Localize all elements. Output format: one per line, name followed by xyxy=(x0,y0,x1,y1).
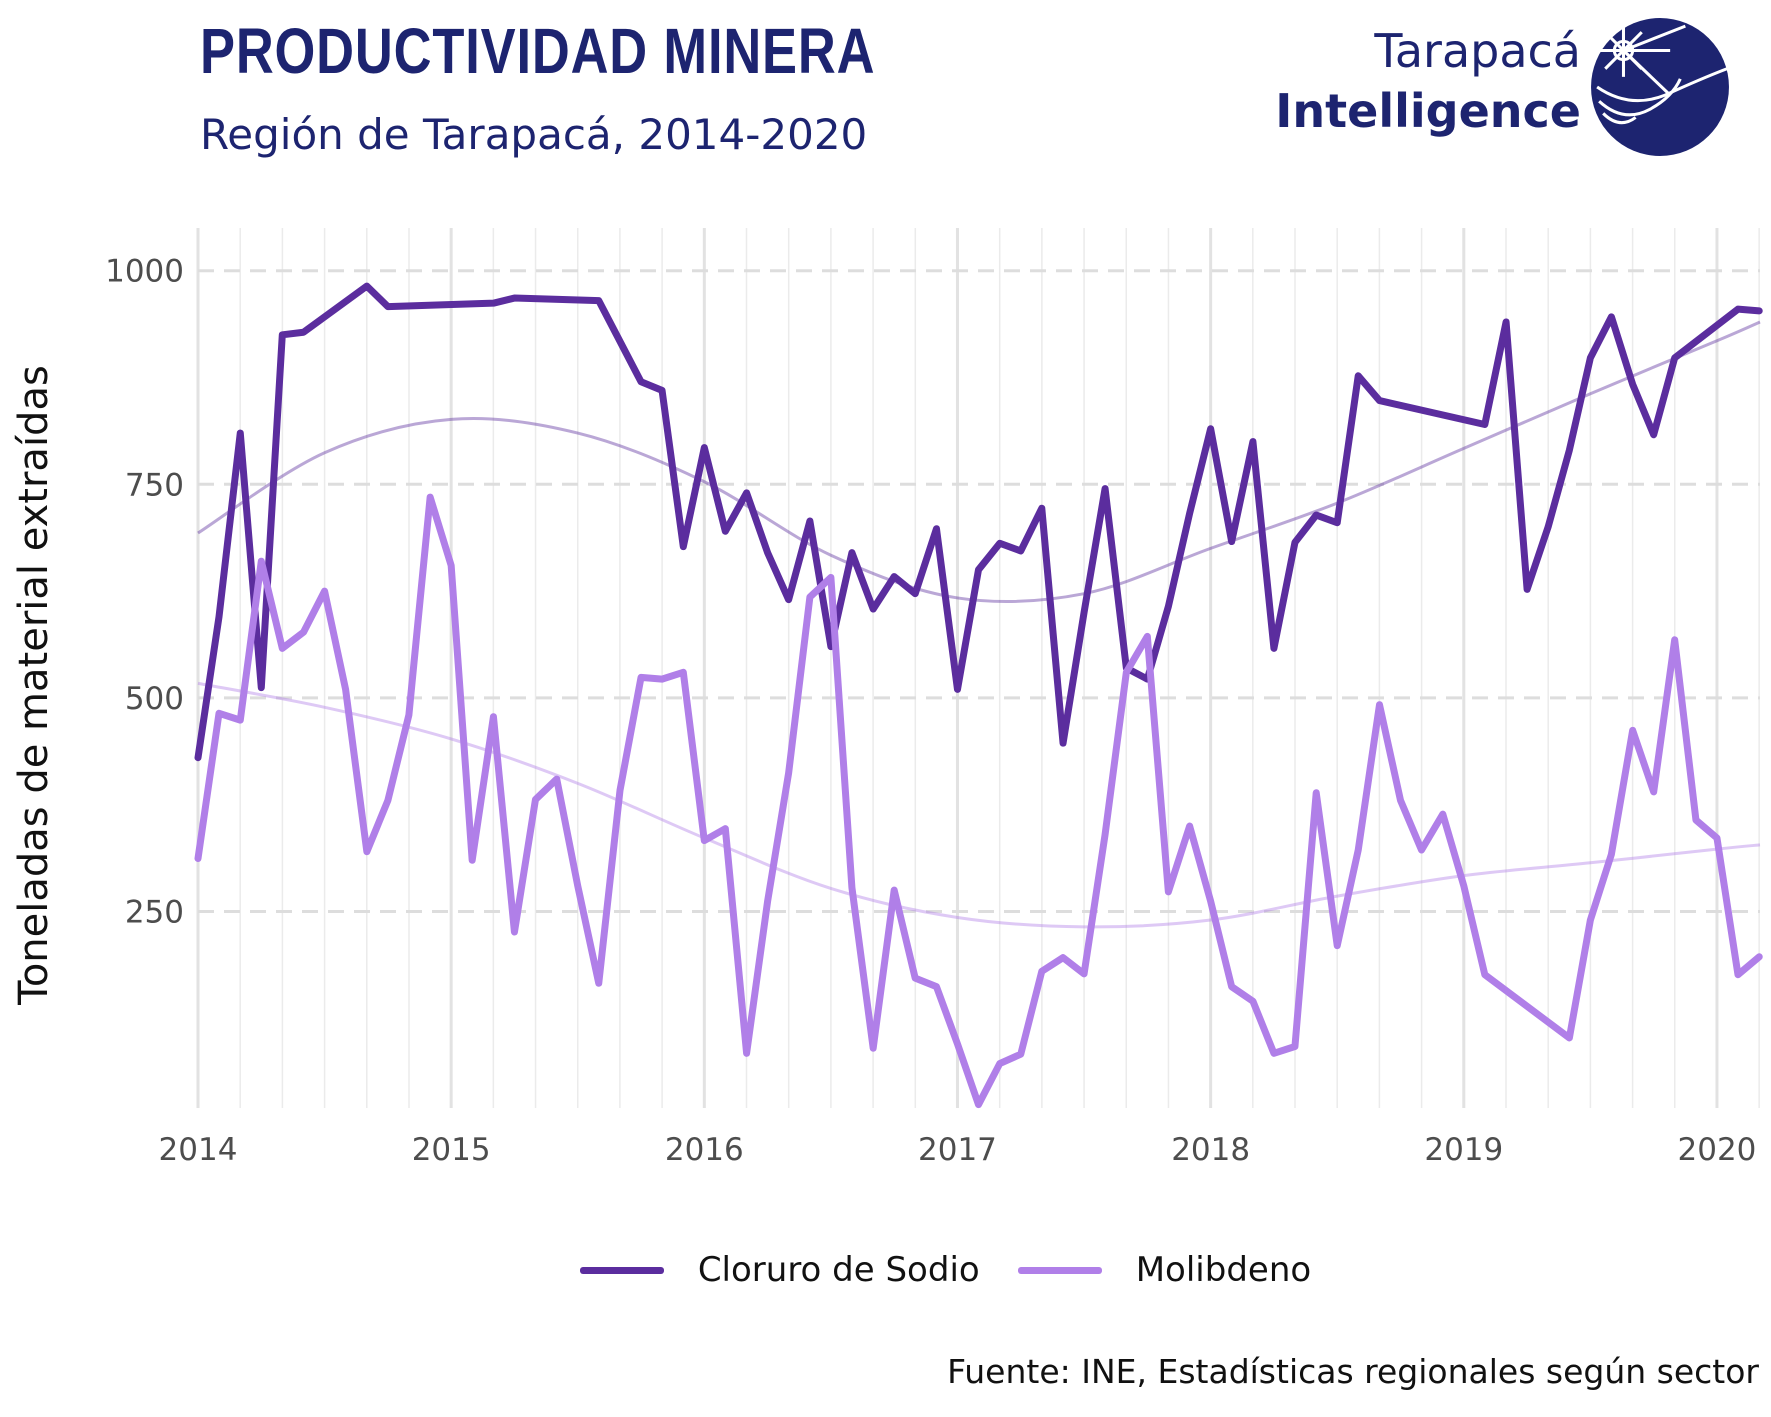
legend-item-series-1: Cloruro de Sodio xyxy=(579,1250,980,1290)
legend-label: Cloruro de Sodio xyxy=(697,1250,980,1290)
legend-swatch xyxy=(1017,1266,1102,1274)
legend-item-series-2: Molibdeno xyxy=(1017,1250,1312,1290)
chart-title: PRODUCTIVIDAD MINERA xyxy=(200,15,876,87)
logo-text-line1: Tarapacá xyxy=(1374,24,1581,78)
y-axis-label: Toneladas de material extraídas xyxy=(11,365,57,1005)
logo-text-line2: Intelligence xyxy=(1275,84,1581,138)
x-tick-label: 2018 xyxy=(1171,1132,1250,1168)
y-tick-label: 1000 xyxy=(105,254,184,290)
axis-ticks: 250 500 750 1000 2014 2015 2016 2017 2018 2019 202… xyxy=(105,254,1756,1168)
data-line-series-1 xyxy=(194,282,1763,762)
x-tick-label: 2014 xyxy=(159,1132,238,1168)
legend-swatch xyxy=(579,1266,664,1274)
brand-logo: Tarapacá Intelligence xyxy=(971,0,1771,170)
legend-label: Molibdeno xyxy=(1135,1250,1312,1290)
x-tick-label: 2016 xyxy=(665,1132,744,1168)
chart-subtitle: Región de Tarapacá, 2014-2020 xyxy=(200,110,868,159)
x-tick-label: 2019 xyxy=(1424,1132,1503,1168)
y-tick-label: 750 xyxy=(125,467,184,503)
x-tick-label: 2017 xyxy=(918,1132,997,1168)
globe-logo-icon xyxy=(1591,18,1729,156)
series-lines xyxy=(194,282,1763,1109)
y-tick-label: 250 xyxy=(125,894,184,930)
trend-line-series-1 xyxy=(197,320,1761,604)
trend-lines xyxy=(197,320,1761,929)
chart-grid xyxy=(196,228,1760,1108)
x-tick-label: 2015 xyxy=(412,1132,491,1168)
data-line-series-2 xyxy=(194,493,1763,1109)
trend-line-series-2 xyxy=(197,681,1761,929)
source-note: Fuente: INE, Estadísticas regionales seg… xyxy=(947,1352,1759,1391)
chart-legend: Cloruro de Sodio Molibdeno xyxy=(0,1240,1771,1300)
x-tick-label: 2020 xyxy=(1678,1132,1757,1168)
y-tick-label: 500 xyxy=(125,681,184,717)
